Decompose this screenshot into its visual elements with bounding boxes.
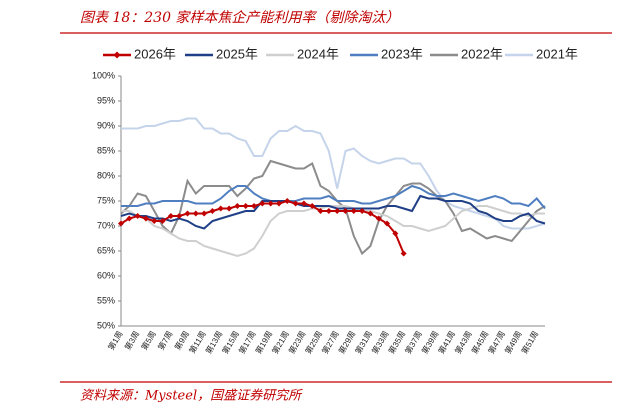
x-tick-label: 第1周 <box>106 329 125 352</box>
point-marker <box>176 213 183 219</box>
y-tick-label: 80% <box>97 170 115 180</box>
point-marker <box>267 200 274 207</box>
point-marker <box>350 208 357 214</box>
legend-label: 2026年 <box>134 46 176 61</box>
point-marker <box>325 208 332 214</box>
point-marker <box>392 230 399 237</box>
legend-label: 2021年 <box>536 46 578 61</box>
point-marker <box>359 208 366 214</box>
point-marker <box>300 200 307 207</box>
point-marker <box>375 215 382 222</box>
point-marker <box>167 213 174 219</box>
x-tick-label: 第3周 <box>122 329 141 352</box>
legend-marker <box>113 51 121 59</box>
y-tick-label: 100% <box>92 70 115 80</box>
point-marker <box>309 203 316 209</box>
point-marker <box>259 200 266 207</box>
series-line <box>121 184 546 210</box>
point-marker <box>192 210 199 217</box>
point-marker <box>226 205 233 212</box>
point-marker <box>342 208 349 214</box>
legend-label: 2024年 <box>297 46 339 61</box>
x-tick-label: 第7周 <box>156 329 175 352</box>
y-tick-label: 60% <box>97 270 115 280</box>
series-line <box>121 117 546 230</box>
y-tick-label: 90% <box>97 120 115 130</box>
point-marker <box>334 208 341 214</box>
chart-title: 图表 18：230 家样本焦企产能利用率（剔除淘汰） <box>80 10 399 26</box>
legend-label: 2025年 <box>216 46 258 61</box>
point-marker <box>159 218 166 224</box>
point-marker <box>184 210 191 217</box>
y-tick-label: 50% <box>97 320 115 330</box>
point-marker <box>126 215 133 222</box>
series-line <box>120 194 546 230</box>
point-marker <box>317 208 324 214</box>
point-marker <box>275 200 282 207</box>
y-tick-label: 65% <box>97 245 115 255</box>
point-marker <box>134 213 141 219</box>
x-tick-label: 第5周 <box>139 329 158 352</box>
point-marker <box>118 220 124 227</box>
y-tick-label: 70% <box>97 220 115 230</box>
point-marker <box>142 215 149 222</box>
point-marker <box>384 220 391 227</box>
point-marker <box>367 210 374 217</box>
point-marker <box>217 205 224 212</box>
legend-label: 2023年 <box>381 46 423 61</box>
point-marker <box>201 210 208 217</box>
point-marker <box>234 203 241 209</box>
legend-label: 2022年 <box>461 46 503 61</box>
point-marker <box>292 200 299 207</box>
point-marker <box>284 198 291 204</box>
point-marker <box>251 203 258 209</box>
series-line <box>120 159 546 256</box>
source-note: 资料来源：Mysteel，国盛证券研究所 <box>80 388 303 404</box>
point-marker <box>151 218 158 224</box>
y-tick-label: 55% <box>97 295 115 305</box>
point-marker <box>209 208 216 214</box>
y-tick-label: 75% <box>97 195 115 205</box>
y-tick-label: 85% <box>97 145 115 155</box>
x-tick-label: 第51周 <box>519 329 540 356</box>
point-marker <box>242 203 249 209</box>
y-tick-label: 95% <box>97 95 115 105</box>
point-marker <box>400 250 407 257</box>
